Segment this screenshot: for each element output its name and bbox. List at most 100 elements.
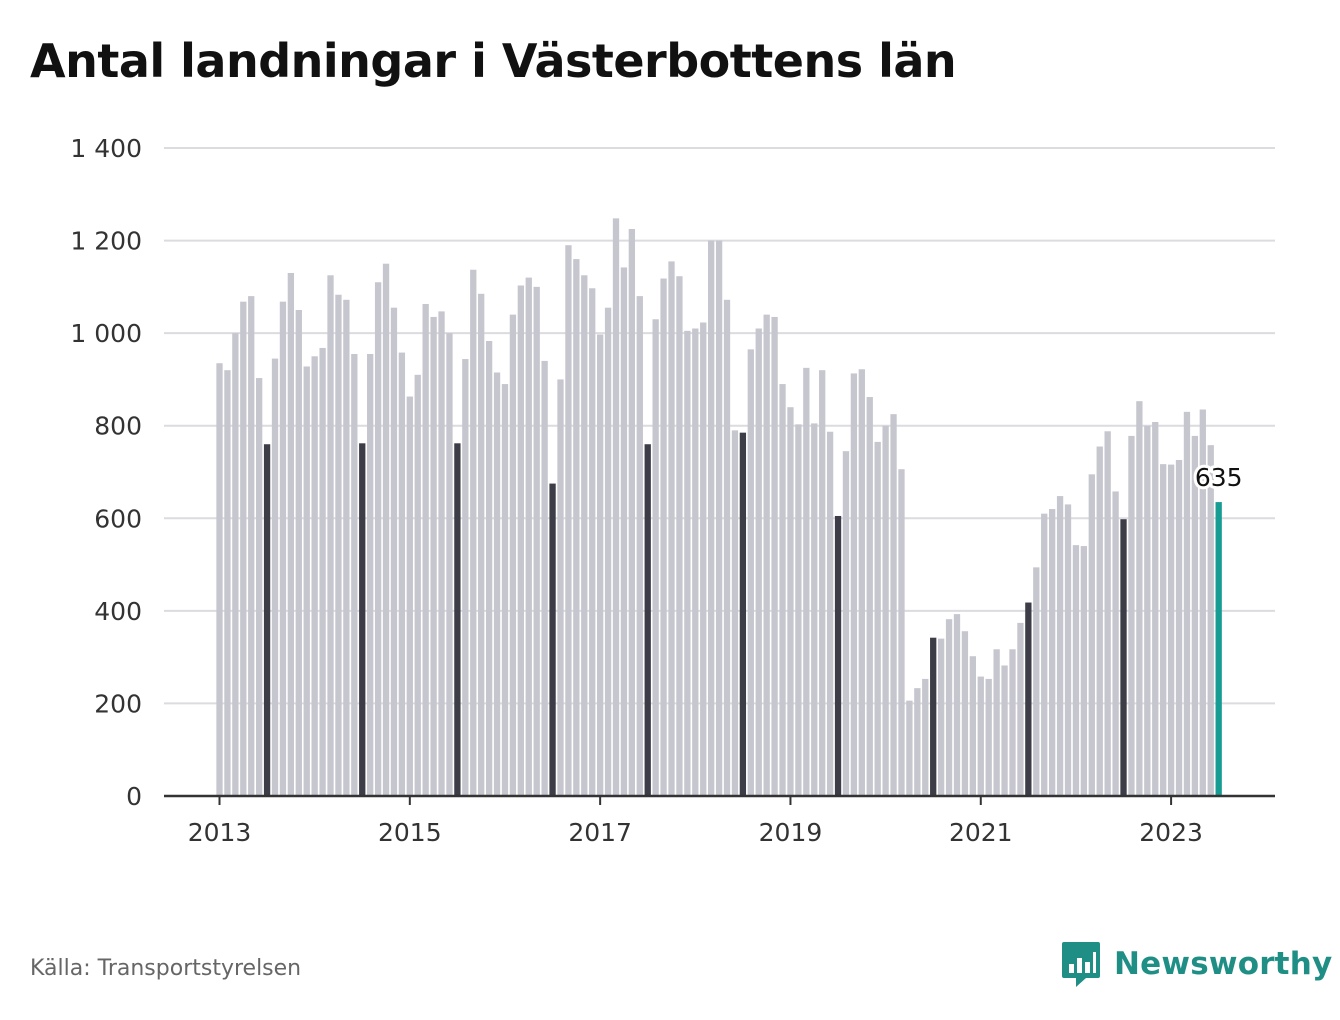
y-tick-label: 1 000: [70, 319, 142, 348]
x-tick-label: 2015: [378, 818, 442, 847]
bar: [351, 353, 358, 796]
bar: [985, 678, 992, 796]
bar: [1152, 422, 1159, 796]
bar: [573, 259, 580, 797]
bar: [612, 218, 620, 797]
y-tick-label: 200: [94, 689, 142, 718]
bar: [295, 310, 302, 796]
bar: [731, 430, 739, 796]
bar: [842, 451, 850, 796]
bar: [1112, 491, 1119, 796]
bar: [811, 423, 818, 796]
bar: [620, 267, 628, 796]
bar: [271, 358, 279, 796]
bar: [1160, 464, 1167, 796]
bar: [406, 396, 413, 796]
bar: [945, 619, 953, 796]
brand-logo-block: Newsworthy: [1060, 940, 1332, 988]
bar: [1088, 474, 1095, 796]
bar: [961, 631, 969, 796]
bar: [533, 286, 540, 796]
bar: [303, 366, 310, 796]
x-tick-label: 2019: [759, 818, 823, 847]
bar: [628, 229, 636, 796]
bar: [398, 352, 406, 796]
bar: [660, 278, 667, 796]
bar: [596, 334, 604, 796]
bar: [216, 363, 223, 796]
brand-name: Newsworthy: [1114, 946, 1333, 982]
bar: [866, 397, 873, 796]
bar: [787, 407, 794, 796]
bar: [1207, 445, 1214, 796]
bar: [858, 369, 865, 796]
bar: [652, 319, 659, 796]
bar: [382, 263, 390, 797]
bar: [803, 367, 810, 796]
bar: [755, 328, 762, 796]
bar: [319, 347, 326, 796]
bar: [1096, 446, 1103, 796]
bar: [470, 269, 477, 797]
x-axis: [164, 794, 1275, 805]
bar: [517, 285, 524, 796]
bar: [692, 328, 699, 796]
bar: [525, 277, 532, 797]
bar: [501, 384, 509, 796]
bar: [256, 378, 263, 796]
bar: [668, 261, 675, 796]
bar: [914, 688, 921, 796]
y-tick-label: 1 400: [70, 134, 142, 163]
bar: [1144, 425, 1151, 796]
bar: [795, 424, 802, 796]
bar: [1183, 411, 1191, 796]
bar-july: [930, 637, 937, 796]
bar: [287, 272, 295, 797]
bar: [232, 333, 239, 796]
y-tick-label: 1 200: [70, 227, 142, 256]
bar: [565, 245, 572, 796]
bar: [708, 240, 715, 796]
bar: [874, 441, 881, 796]
bar: [327, 275, 334, 796]
y-axis-tick-labels: 0 200 400 600 800 1 000 1 200 1 400: [70, 134, 142, 811]
bar: [953, 614, 961, 796]
bar: [604, 307, 612, 796]
x-tick-label: 2013: [188, 818, 252, 847]
bar: [922, 678, 929, 796]
latest-value-label: 635: [1195, 463, 1243, 492]
bar: [890, 414, 897, 796]
bar-july: [549, 483, 556, 796]
bar: [224, 370, 231, 796]
source-note: Källa: Transportstyrelsen: [30, 956, 302, 981]
bar: [1041, 513, 1048, 796]
bar: [969, 656, 976, 796]
bar: [1128, 435, 1135, 796]
bar: [763, 314, 770, 796]
bar-july: [834, 515, 842, 796]
bar-latest: [1215, 502, 1222, 796]
bar: [636, 296, 643, 796]
bar: [374, 282, 382, 797]
chart-title: Antal landningar i Västerbottens län: [30, 34, 957, 88]
bar: [993, 649, 1000, 796]
bar: [390, 307, 398, 796]
bar: [819, 370, 826, 796]
y-tick-label: 0: [126, 782, 142, 811]
bar: [422, 303, 429, 796]
bar: [676, 276, 683, 797]
bar-july: [263, 444, 271, 796]
bar: [493, 372, 501, 796]
bar-july: [359, 443, 366, 796]
bar: [1080, 546, 1088, 796]
bar: [581, 275, 588, 796]
bar: [1104, 431, 1111, 796]
bar: [446, 333, 453, 796]
bar: [684, 330, 691, 796]
bar: [240, 301, 247, 796]
bar: [430, 316, 437, 796]
bars: [216, 218, 1222, 797]
bar: [826, 431, 834, 796]
bar: [279, 301, 287, 796]
